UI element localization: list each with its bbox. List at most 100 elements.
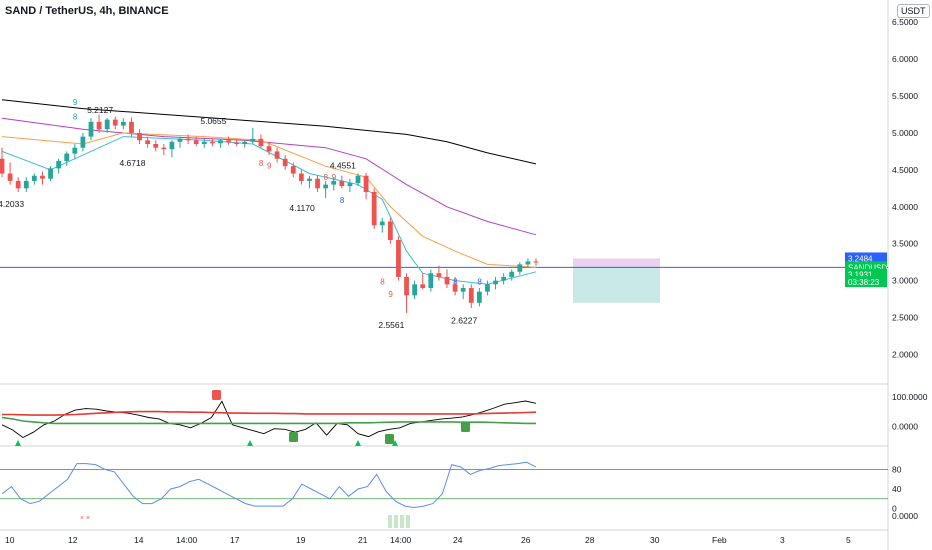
candle-body <box>80 136 86 148</box>
volume-bar <box>394 515 398 528</box>
candle-body <box>40 175 45 179</box>
candle-body <box>177 138 183 142</box>
candle-body <box>476 291 482 303</box>
candle-body <box>193 140 199 144</box>
candle-body <box>274 151 280 159</box>
candle-body <box>452 284 458 292</box>
stoch-line <box>1 461 537 509</box>
stochastic-pane[interactable]: × × <box>0 461 888 528</box>
y-tick-label: 3.5000 <box>892 239 918 249</box>
oscillator-line <box>1 400 537 439</box>
candle-body <box>525 261 531 265</box>
candle-body <box>379 221 385 226</box>
osc-tick-label: 0.0000 <box>892 421 918 431</box>
candle-body <box>161 147 167 150</box>
position-risk-box <box>573 258 660 268</box>
price-tag-label: SANDUSDT <box>848 263 892 272</box>
td-count-label: 8 <box>453 277 458 286</box>
candle-body <box>145 140 151 144</box>
candle-body <box>290 166 296 174</box>
signal-flag <box>461 422 470 432</box>
candle-body <box>23 180 29 189</box>
candle-body <box>15 180 21 189</box>
x-tick-label: 21 <box>358 535 368 545</box>
candle-body <box>331 180 337 185</box>
td-count-label: 9 <box>388 290 393 299</box>
candle-body <box>485 284 490 292</box>
candle-body <box>185 138 191 141</box>
candle-body <box>234 142 240 144</box>
y-tick-label: 4.5000 <box>892 165 918 175</box>
price-annotation: 4.4551 <box>330 160 356 170</box>
candle-body <box>96 121 102 130</box>
price-tag <box>845 276 887 288</box>
candle-body <box>363 175 369 192</box>
x-tick-label: 14 <box>134 535 144 545</box>
candle-body <box>201 141 207 144</box>
x-tick-label: 5 <box>846 535 851 545</box>
price-annotation: 5.0655 <box>200 116 226 126</box>
price-annotation: 4.2033 <box>0 199 24 209</box>
x-tick-label: 14:00 <box>176 535 198 545</box>
x-tick-label: 10 <box>5 535 15 545</box>
stoch-tick-label: 80 <box>892 465 902 475</box>
td-count-label: 9 <box>73 98 78 107</box>
candle-body <box>460 288 466 292</box>
price-tag-label: 3.2484 <box>848 254 873 263</box>
td-count-label: 8 <box>340 196 345 205</box>
td-count-label: 9 <box>332 173 337 182</box>
candle-body <box>88 121 94 137</box>
volume-bar <box>406 515 410 528</box>
osc-tick-label: 100.0000 <box>892 392 928 402</box>
stoch-tick-label: 40 <box>892 484 902 494</box>
price-annotation: 2.5561 <box>378 320 404 330</box>
moving-average-line <box>1 132 537 268</box>
candle-body <box>371 192 377 226</box>
candle-body <box>412 284 418 296</box>
x-tick-label: 12 <box>68 535 78 545</box>
volume-bar <box>388 515 392 528</box>
price-annotation: 4.6718 <box>119 158 145 168</box>
candle-body <box>517 264 523 272</box>
td-count-label: 8 <box>477 277 482 286</box>
price-annotation: 2.6227 <box>451 315 477 325</box>
currency-badge[interactable]: USDT <box>897 4 930 18</box>
volume-bar <box>400 515 404 528</box>
candle-body <box>339 180 345 187</box>
candle-body <box>258 138 264 147</box>
y-tick-label: 6.5000 <box>892 17 918 27</box>
main-pane[interactable]: 5.2127 5.0655 4.6718 4.4551 4.2033 4.1170 2.55… <box>0 98 888 330</box>
price-tag-label: 3.1931 <box>848 271 873 280</box>
candle-body <box>218 140 223 144</box>
candle-body <box>436 273 442 277</box>
candle-body <box>31 175 37 181</box>
candle-body <box>56 160 62 169</box>
candle-body <box>7 173 13 181</box>
candle-body <box>242 141 248 144</box>
oscillator-line <box>1 416 536 425</box>
candle-body <box>307 178 312 181</box>
candle-body <box>282 158 288 167</box>
y-tick-label: 2.5000 <box>892 313 918 323</box>
signal-cross: × × <box>80 515 90 522</box>
candle-body <box>315 178 320 189</box>
candle-body <box>153 144 159 148</box>
candle-body <box>501 276 507 281</box>
x-tick-label: 24 <box>453 535 463 545</box>
oscillator-pane[interactable] <box>1 390 537 446</box>
position-target-box <box>573 267 660 303</box>
td-count-label: 9 <box>267 161 272 170</box>
candle-body <box>64 153 70 161</box>
y-tick-label: 2.0000 <box>892 349 918 359</box>
price-tag <box>845 268 887 280</box>
price-tag <box>845 261 887 273</box>
x-tick-label: 26 <box>521 535 531 545</box>
candle-body <box>266 146 272 152</box>
candle-body <box>509 271 515 277</box>
candle-body <box>355 175 361 184</box>
td-count-label: 8 <box>324 173 329 182</box>
candle-body <box>396 240 401 277</box>
stoch-tick-label: 0 <box>892 504 897 514</box>
price-tag <box>845 252 887 264</box>
